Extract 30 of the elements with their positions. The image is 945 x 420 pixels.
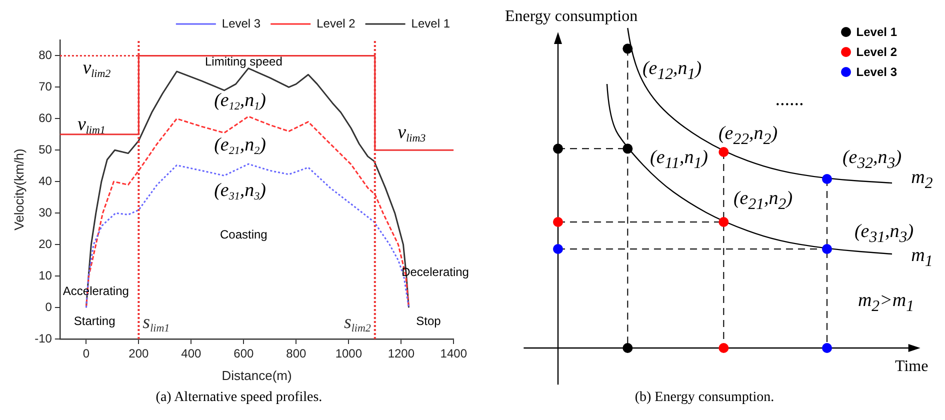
x-tick-label: 600: [234, 346, 254, 361]
x-tick-label: 0: [82, 346, 90, 361]
y-tick-label: 40: [38, 174, 52, 188]
legend-label: Level 2: [316, 16, 356, 30]
x-tick-label: 1400: [440, 346, 468, 361]
y-tick-label: -10: [34, 331, 52, 346]
text: (a) Alternative speed profiles.: [156, 390, 322, 406]
y-tick-label: 10: [38, 268, 52, 282]
y-axis-title: Velocity(km/h): [11, 148, 26, 230]
annotation: Coasting: [220, 227, 268, 242]
x-tick-label: 1000: [335, 346, 362, 361]
y-tick-label: 20: [38, 236, 52, 251]
y-tick-label: 0: [45, 300, 52, 314]
text: (b) Energy consumption.: [634, 390, 774, 406]
y-tick-label: 50: [38, 142, 52, 156]
x-tick-label: 1200: [388, 346, 415, 361]
legend-label: Level 1: [411, 16, 450, 30]
annotation: Limiting speed: [204, 54, 282, 68]
legend-label: Level 3: [222, 16, 261, 30]
y-tick-label: 60: [38, 110, 52, 125]
y-tick-label: 30: [38, 205, 52, 220]
x-axis-title: Distance(m): [222, 368, 292, 383]
annotation: Starting: [74, 314, 116, 328]
x-tick-label: 200: [128, 346, 150, 361]
text: Energy consumption: [505, 8, 638, 26]
y-tick-label: 70: [38, 80, 52, 94]
x-tick-label: 800: [286, 346, 306, 361]
x-tick-label: 400: [181, 346, 202, 361]
y-tick-label: 80: [38, 48, 52, 62]
annotation: Stop: [416, 314, 442, 328]
